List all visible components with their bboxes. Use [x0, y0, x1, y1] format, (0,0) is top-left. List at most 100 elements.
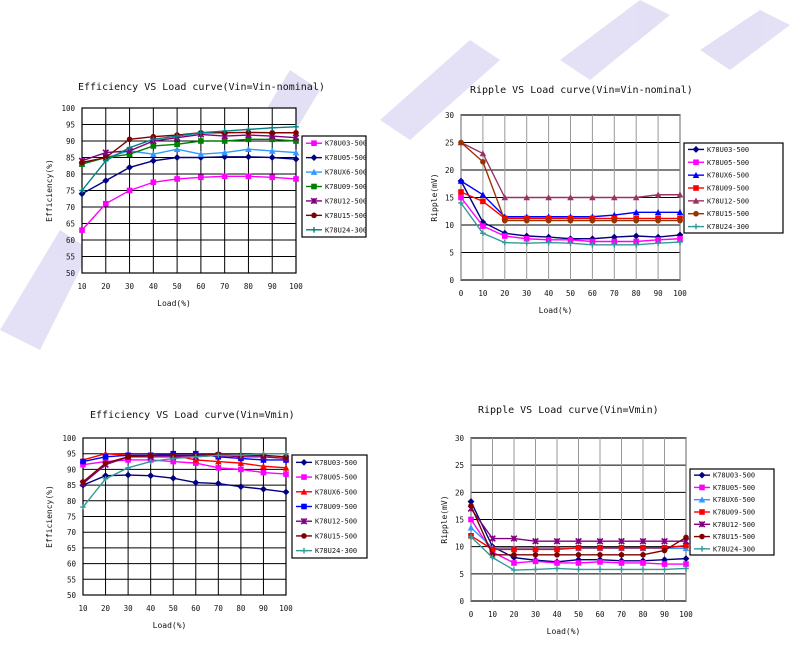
data-point	[589, 217, 596, 224]
data-point	[639, 537, 647, 545]
data-point	[597, 544, 603, 551]
data-point	[567, 237, 574, 243]
x-tick-label: 70	[220, 282, 230, 291]
data-point	[589, 194, 596, 201]
data-point	[150, 150, 157, 157]
y-tick-label: 70	[67, 528, 77, 537]
y-tick-label: 5	[449, 249, 454, 258]
legend-marker	[699, 484, 705, 491]
legend-marker	[301, 533, 307, 539]
data-point	[293, 176, 299, 182]
x-tick-label: 30	[124, 604, 134, 613]
data-point	[260, 450, 267, 457]
data-point	[575, 560, 582, 566]
data-point	[293, 129, 299, 136]
data-point	[150, 179, 157, 186]
x-tick-label: 40	[544, 289, 554, 298]
data-point	[480, 158, 486, 165]
data-point	[245, 136, 252, 143]
data-point	[640, 544, 646, 551]
legend-marker	[310, 168, 318, 175]
data-point	[545, 239, 552, 246]
data-point	[632, 232, 640, 240]
legend-marker	[693, 210, 699, 217]
series-line	[81, 138, 297, 165]
data-point	[125, 465, 131, 471]
data-point	[198, 174, 204, 181]
x-tick-label: 0	[469, 610, 474, 619]
legend-marker	[698, 471, 706, 479]
x-tick-label: 10	[478, 289, 488, 298]
data-point	[238, 452, 244, 459]
legend-label: K78U03-500	[707, 146, 749, 154]
legend-marker	[699, 546, 705, 552]
data-point	[597, 559, 603, 565]
chart-1: Efficiency VS Load curve(Vin=Vin-nominal…	[45, 82, 367, 308]
x-axis-label: Load(%)	[157, 299, 191, 308]
data-point	[269, 174, 276, 181]
y-tick-label: 95	[66, 121, 75, 130]
data-point	[80, 461, 86, 468]
y-tick-label: 80	[67, 497, 77, 506]
y-tick-label: 100	[62, 434, 76, 443]
data-point	[269, 129, 276, 136]
legend-marker	[310, 154, 318, 162]
x-tick-label: 90	[268, 282, 278, 291]
data-point	[633, 242, 639, 248]
legend-label: K78U05-500	[707, 159, 749, 167]
x-tick-label: 100	[679, 610, 693, 619]
data-point	[523, 235, 530, 242]
data-point	[661, 561, 668, 567]
data-point	[293, 138, 299, 144]
data-point	[215, 458, 222, 465]
data-point	[683, 561, 689, 567]
x-tick-label: 80	[638, 610, 648, 619]
data-point	[523, 217, 530, 224]
series-6	[458, 200, 683, 248]
x-tick-label: 80	[236, 604, 246, 613]
series-6	[468, 534, 689, 573]
legend-label: K78U05-500	[315, 474, 357, 482]
data-point	[545, 194, 552, 201]
x-tick-label: 100	[279, 604, 293, 613]
y-tick-label: 15	[445, 194, 454, 203]
data-point	[238, 466, 244, 473]
data-point	[268, 147, 276, 154]
legend: K78U03-500 K78U05-500 K78UX6-500 K78U09-500…	[683, 142, 784, 234]
data-point	[654, 209, 662, 216]
data-point	[283, 471, 289, 477]
data-point	[502, 239, 508, 246]
x-tick-label: 50	[566, 289, 576, 298]
x-tick-label: 20	[101, 282, 111, 291]
data-point	[676, 231, 684, 239]
data-point	[489, 554, 496, 561]
data-point	[589, 242, 596, 248]
data-point	[458, 194, 464, 201]
data-point	[269, 136, 276, 143]
y-tick-label: 55	[67, 575, 76, 584]
data-point	[589, 238, 596, 245]
data-point	[245, 145, 252, 153]
legend-label: K78U24-300	[707, 223, 749, 231]
data-point	[80, 458, 86, 465]
data-point	[682, 555, 690, 563]
data-point	[198, 138, 204, 144]
data-point	[489, 546, 496, 553]
data-point	[502, 233, 508, 239]
legend-label: K78U03-500	[713, 472, 755, 480]
data-point	[173, 145, 181, 153]
data-point	[283, 454, 289, 460]
data-point	[596, 537, 604, 545]
data-point	[468, 503, 474, 509]
data-point	[683, 534, 689, 541]
data-point	[458, 189, 464, 195]
series-line	[82, 453, 286, 463]
legend: K78U03-500 K78U05-500 K78UX6-500 K78U09-500…	[291, 454, 368, 559]
y-tick-label: 85	[67, 481, 76, 490]
data-point	[102, 200, 109, 207]
data-point	[214, 480, 222, 487]
y-tick-label: 75	[67, 513, 76, 522]
y-tick-label: 20	[455, 488, 465, 497]
data-point	[479, 191, 487, 198]
legend-marker	[300, 458, 308, 466]
